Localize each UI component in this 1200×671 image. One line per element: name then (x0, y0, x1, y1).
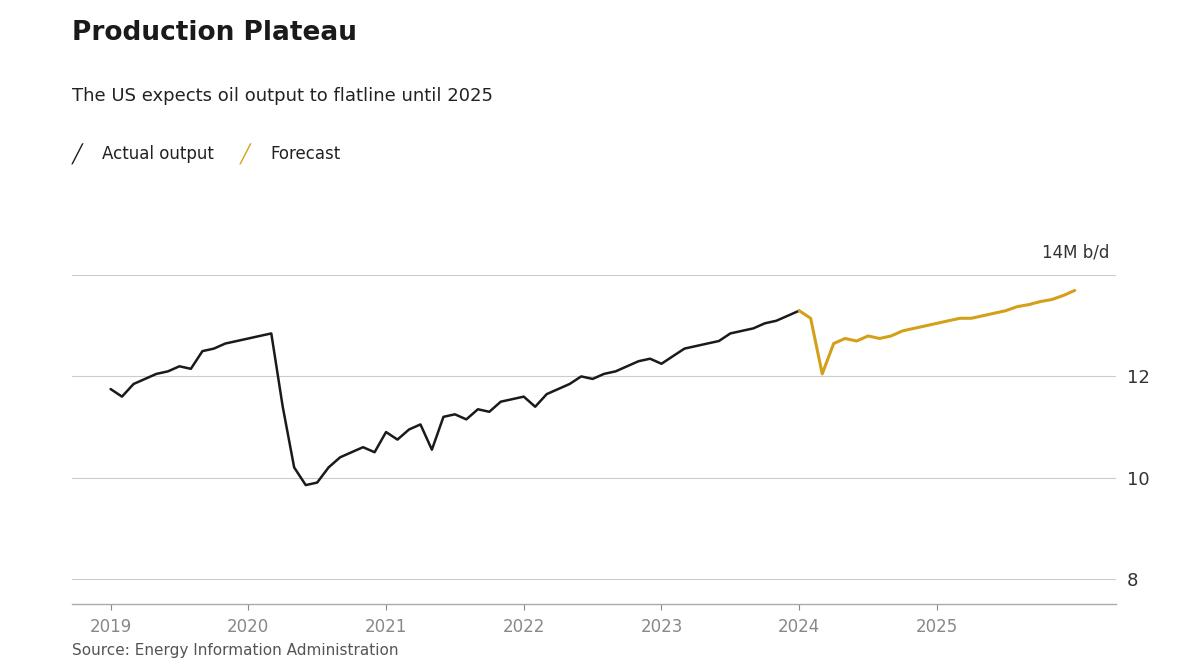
Text: ╱: ╱ (240, 144, 251, 165)
Text: Source: Energy Information Administration: Source: Energy Information Administratio… (72, 643, 398, 658)
Text: Actual output: Actual output (102, 146, 214, 163)
Text: ╱: ╱ (72, 144, 83, 165)
Text: The US expects oil output to flatline until 2025: The US expects oil output to flatline un… (72, 87, 493, 105)
Text: Forecast: Forecast (270, 146, 341, 163)
Text: Production Plateau: Production Plateau (72, 20, 358, 46)
Text: 14M b/d: 14M b/d (1042, 244, 1109, 262)
